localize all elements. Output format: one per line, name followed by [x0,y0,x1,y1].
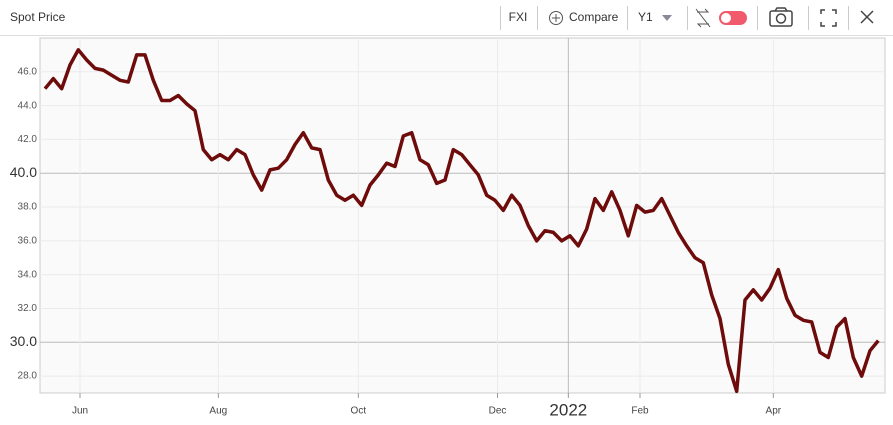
y-tick-label: 30.0 [10,333,37,349]
y-tick-label: 44.0 [18,100,38,111]
x-tick-label: Feb [631,406,649,417]
y-tick-label: 32.0 [18,303,38,314]
x-tick-label: Dec [489,406,507,417]
x-tick-label: Aug [209,406,227,417]
price-line [43,48,880,394]
period-button[interactable]: Y1 [638,10,653,24]
period-dropdown[interactable] [662,15,672,21]
close-icon[interactable] [860,10,874,24]
x-tick-label: 2022 [549,400,587,419]
camera-icon[interactable] [769,7,793,27]
compare-button[interactable]: Compare [549,10,619,25]
y-tick-label: 40.0 [10,164,37,180]
y-tick-label: 38.0 [18,202,38,213]
y-tick-label: 28.0 [18,371,38,382]
separators [500,6,849,30]
compare-label[interactable]: Compare [569,10,619,24]
swap-icon[interactable] [695,8,711,28]
y-tick-label: 34.0 [18,269,38,280]
x-tick-label: Jun [72,406,88,417]
x-tick-label: Apr [766,406,782,417]
plot-area [39,37,886,394]
chart-title: Spot Price [10,10,66,24]
symbol-button[interactable]: FXI [509,10,528,24]
y-tick-label: 46.0 [18,66,38,77]
y-tick-label: 36.0 [18,235,38,246]
toggle[interactable] [719,11,747,25]
fullscreen-icon[interactable] [820,9,837,27]
y-tick-label: 42.0 [18,134,38,145]
x-tick-label: Oct [351,406,367,417]
